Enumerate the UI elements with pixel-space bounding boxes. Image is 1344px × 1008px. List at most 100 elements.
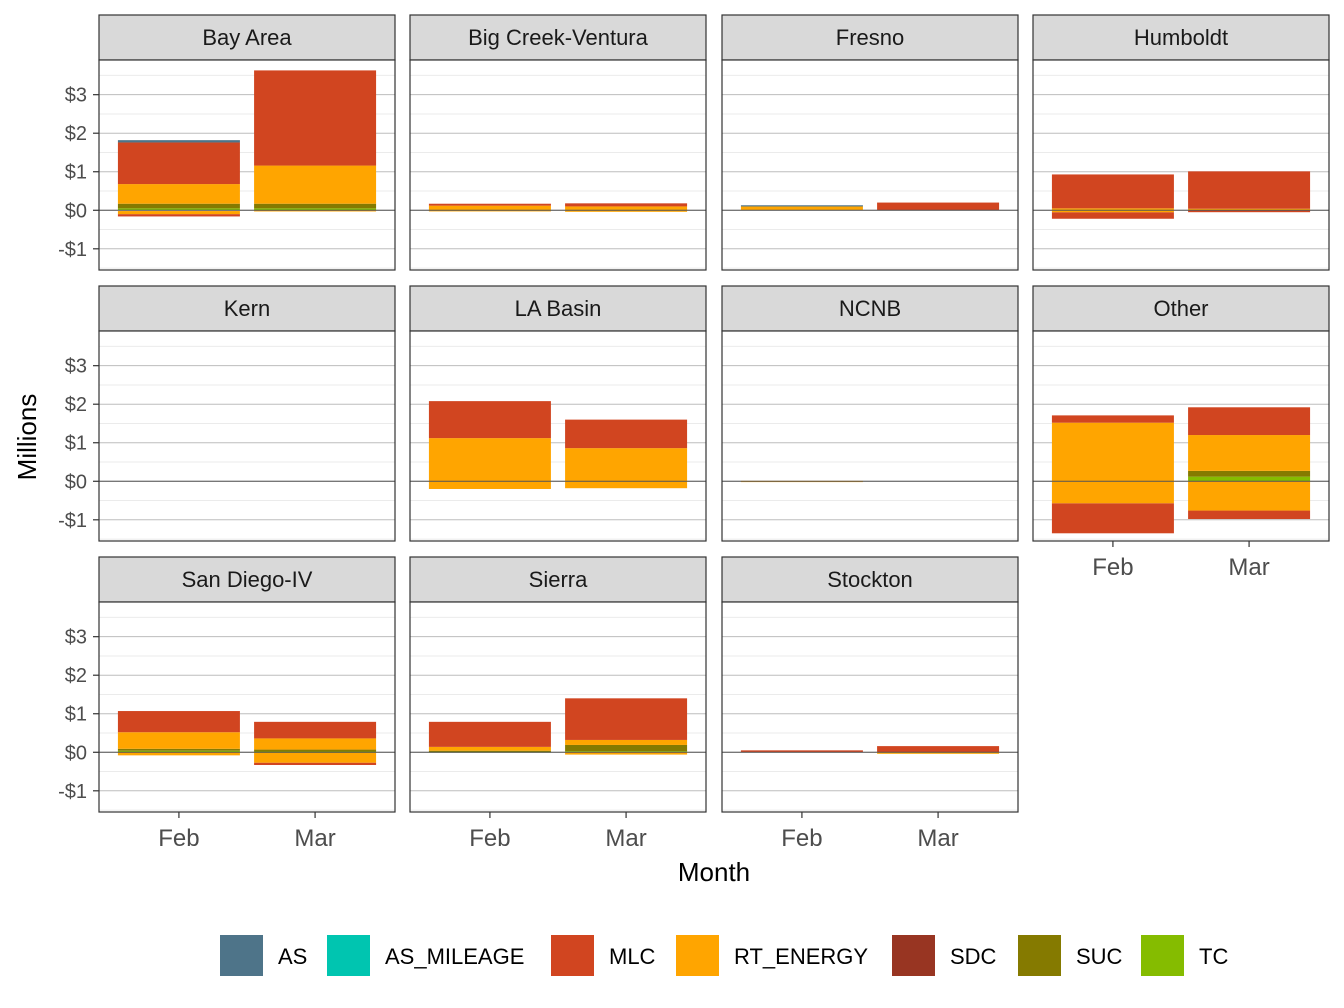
facet-panel: San Diego-IV -$1 $0 $1 $2 $3 Feb Mar [58, 556, 396, 852]
legend-label: MLC [609, 944, 656, 969]
bar-segment-mlc [254, 721, 377, 739]
y-tick-label: $3 [65, 85, 87, 107]
facet-strip-title: Bay Area [202, 25, 292, 50]
x-tick-label: Feb [781, 825, 822, 852]
bar-segment-mlc [428, 203, 551, 206]
facet-strip-title: Stockton [827, 567, 913, 592]
bar-segment-suc [117, 748, 240, 751]
bar-segment-rt_energy [565, 752, 688, 755]
bar-segment-rt_energy [254, 752, 377, 763]
legend-item: RT_ENERGY [676, 935, 868, 976]
x-tick-label: Feb [469, 825, 510, 852]
bar-segment-mlc [117, 214, 240, 217]
bar-segment-rt_energy [117, 752, 240, 756]
facet-strip-title: San Diego-IV [182, 567, 313, 592]
panel-background [722, 331, 1018, 541]
bar-segment-mlc [1051, 503, 1174, 534]
bar-segment-mlc [565, 419, 688, 449]
bar-segment-rt_energy [254, 738, 377, 750]
bar-segment-as [117, 140, 240, 143]
panel-background [99, 602, 395, 812]
panel-background [410, 60, 706, 270]
facet-panel: Fresno [721, 14, 1019, 271]
bar-segment-suc [565, 744, 688, 752]
legend-item: SUC [1018, 935, 1123, 976]
bar-segment-mlc [428, 401, 551, 439]
bar-segment-mlc [740, 750, 863, 753]
bar-segment-tc [117, 208, 240, 211]
legend: AS AS_MILEAGE MLC RT_ENERGY SDC SUC TC [220, 935, 1228, 976]
legend-label: SUC [1076, 944, 1123, 969]
y-axis-title: Millions [12, 394, 42, 481]
facet-strip [409, 285, 707, 332]
bar-segment-mlc [877, 746, 1000, 753]
legend-label: AS [278, 944, 307, 969]
legend-item: AS [220, 935, 307, 976]
y-tick-label: $0 [65, 742, 87, 764]
bar-segment-rt_energy [428, 438, 551, 489]
bar-segment-mlc [877, 202, 1000, 211]
bar-segment-mlc [428, 721, 551, 747]
bar-segment-mlc [1188, 510, 1311, 520]
y-tick-label: $0 [65, 471, 87, 493]
bar-segment-mlc [1051, 174, 1174, 209]
panel-border [409, 601, 707, 813]
facet-panels: Bay Area -$1 $0 $1 $2 $3 Big Creek-Ventura Fres… [58, 14, 1330, 852]
bar-segment-rt_energy [1188, 435, 1311, 471]
bar-segment-rt_energy [117, 211, 240, 215]
bar-segment-suc [428, 750, 551, 752]
bar-segment-tc [117, 750, 240, 753]
panel-border [409, 59, 707, 271]
y-tick-label: -$1 [58, 239, 87, 261]
facet-panel: LA Basin [409, 285, 707, 542]
bar-segment-rt_energy [1188, 481, 1311, 511]
legend-label: RT_ENERGY [734, 944, 868, 969]
panel-border [721, 330, 1019, 542]
y-tick-label: $0 [65, 200, 87, 222]
facet-strip [409, 14, 707, 61]
facet-strip [98, 556, 396, 603]
facet-strip [721, 556, 1019, 603]
bar-segment-rt_energy [117, 184, 240, 204]
facet-panel: Other Feb Mar [1032, 285, 1330, 581]
bar-segment-rt_energy [428, 746, 551, 751]
bar-segment-tc [565, 751, 688, 753]
bar-segment-mlc [117, 711, 240, 733]
y-tick-label: $1 [65, 704, 87, 726]
bar-segment-rt_energy [1051, 422, 1174, 504]
facet-strip-title: LA Basin [515, 296, 602, 321]
bar-segment-rt_energy [254, 165, 377, 204]
facet-panel: Sierra Feb Mar [409, 556, 707, 852]
x-tick-label: Mar [605, 825, 646, 852]
bar-segment-rt_energy [428, 205, 551, 212]
facet-strip-title: Other [1153, 296, 1208, 321]
legend-item: SDC [892, 935, 997, 976]
bar-segment-rt_energy [740, 206, 863, 211]
bar-segment-suc [254, 749, 377, 752]
bar-segment-as [740, 205, 863, 207]
legend-key [220, 935, 263, 976]
y-tick-label: $1 [65, 433, 87, 455]
facet-strip [1032, 14, 1330, 61]
bar-segment-suc [117, 203, 240, 209]
bar-segment-mlc [1188, 407, 1311, 436]
bar-segment-rt_energy [1188, 208, 1311, 211]
bar-segment-mlc [1188, 171, 1311, 209]
bar-segment-suc [1188, 470, 1311, 477]
y-tick-label: $2 [65, 665, 87, 687]
bar-segment-mlc [254, 70, 377, 166]
y-tick-label: $2 [65, 394, 87, 416]
legend-key [1018, 935, 1061, 976]
facet-panel: Stockton Feb Mar [721, 556, 1019, 852]
legend-key [676, 935, 719, 976]
facet-strip [98, 285, 396, 332]
facet-panel: Kern -$1 $0 $1 $2 $3 [58, 285, 396, 542]
facet-strip [409, 556, 707, 603]
y-tick-label: $1 [65, 162, 87, 184]
panel-border [98, 330, 396, 542]
facet-strip [1032, 285, 1330, 332]
y-tick-label: -$1 [58, 781, 87, 803]
bar-segment-rt_energy [565, 206, 688, 212]
legend-key [551, 935, 594, 976]
